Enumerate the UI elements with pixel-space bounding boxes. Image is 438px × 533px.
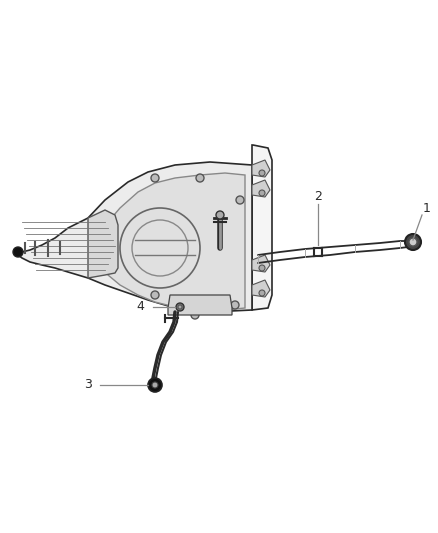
Circle shape: [176, 303, 184, 311]
Polygon shape: [252, 160, 270, 177]
Circle shape: [196, 174, 204, 182]
Text: 2: 2: [314, 190, 322, 204]
Polygon shape: [252, 180, 270, 197]
Text: 3: 3: [84, 378, 92, 392]
Polygon shape: [168, 295, 232, 315]
Circle shape: [151, 174, 159, 182]
Circle shape: [236, 196, 244, 204]
Circle shape: [148, 378, 162, 392]
Circle shape: [152, 382, 158, 388]
Polygon shape: [252, 145, 272, 310]
Polygon shape: [88, 210, 118, 278]
Circle shape: [259, 290, 265, 296]
Circle shape: [151, 291, 159, 299]
Circle shape: [409, 238, 417, 246]
Polygon shape: [252, 255, 270, 272]
Text: 1: 1: [423, 201, 431, 214]
Polygon shape: [18, 162, 252, 312]
Circle shape: [259, 265, 265, 271]
Circle shape: [178, 305, 182, 309]
Circle shape: [13, 247, 23, 257]
Circle shape: [405, 234, 421, 250]
Polygon shape: [100, 173, 245, 310]
Text: 4: 4: [136, 301, 144, 313]
Circle shape: [216, 211, 224, 219]
Polygon shape: [252, 280, 270, 297]
Circle shape: [259, 190, 265, 196]
Circle shape: [191, 311, 199, 319]
Circle shape: [231, 301, 239, 309]
Circle shape: [259, 170, 265, 176]
